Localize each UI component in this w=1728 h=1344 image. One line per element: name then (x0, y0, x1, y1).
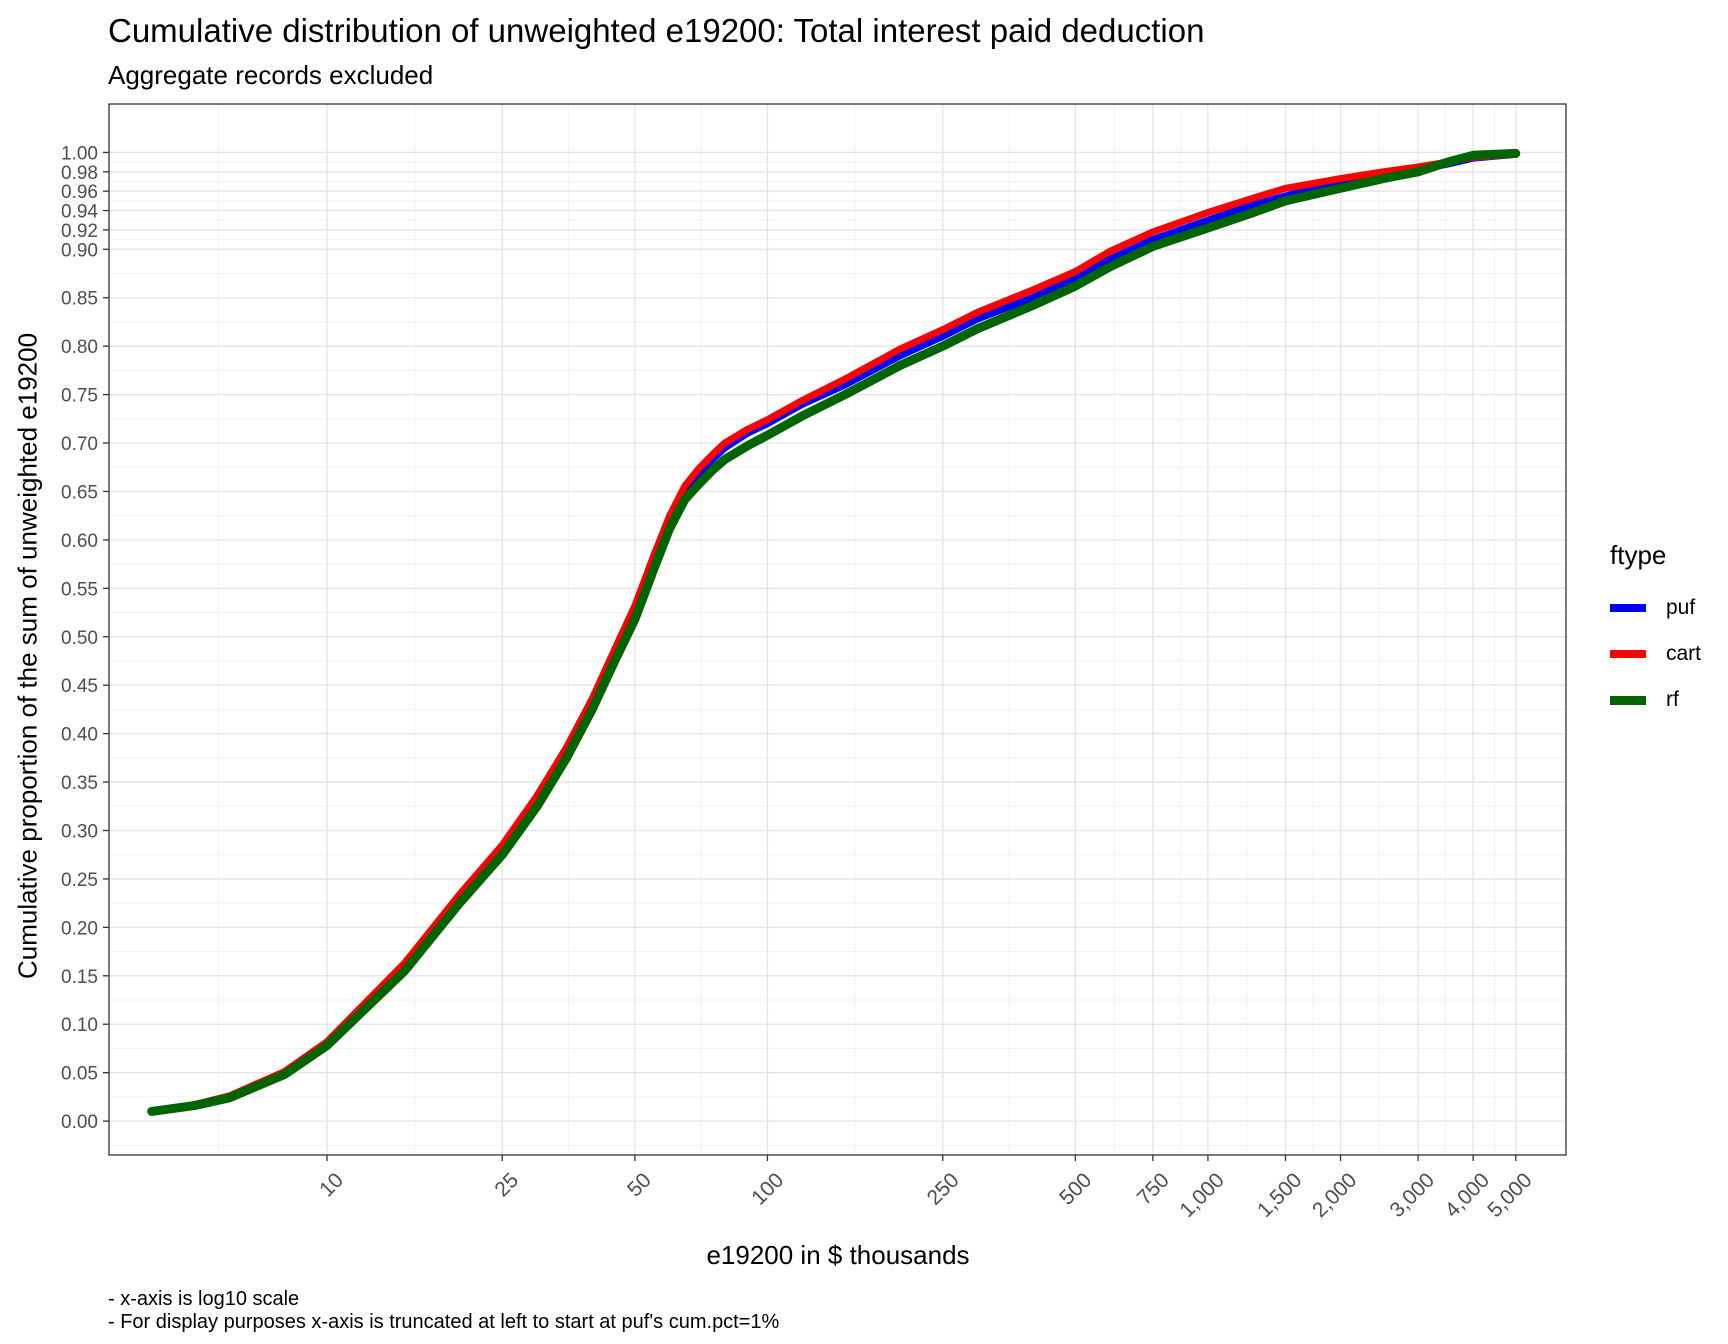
y-tick-label: 0.10 (61, 1015, 98, 1036)
y-tick-label: 0.45 (61, 676, 98, 697)
y-tick-label: 0.65 (61, 482, 98, 503)
x-tick-label: 1,000 (1175, 1169, 1228, 1222)
legend-label-rf: rf (1666, 688, 1679, 711)
y-tick-label: 0.96 (61, 182, 98, 203)
y-tick-label: 0.20 (61, 918, 98, 939)
y-tick-label: 0.80 (61, 337, 98, 358)
x-tick-label: 4,000 (1441, 1169, 1494, 1222)
y-tick-label: 0.25 (61, 870, 98, 891)
y-tick-label: 0.05 (61, 1064, 98, 1085)
series-line-cart (148, 150, 1520, 1115)
x-tick-label: 750 (1133, 1169, 1174, 1210)
x-tick-label: 1,500 (1253, 1169, 1306, 1222)
plot-border (108, 103, 1567, 1156)
series-line-rf (147, 148, 1521, 1116)
legend-item-puf: puf (1610, 585, 1701, 631)
legend-key-rf (1610, 695, 1646, 705)
y-tick-label: 0.94 (61, 202, 98, 223)
x-tick-label: 10 (315, 1169, 348, 1202)
y-tick-label: 0.35 (61, 773, 98, 794)
y-tick-label: 0.55 (61, 579, 98, 600)
plot-panel (109, 104, 1566, 1155)
y-tick-label: 0.00 (61, 1112, 98, 1133)
caption-line-2: - For display purposes x-axis is truncat… (108, 1311, 780, 1333)
chart-subtitle: Aggregate records excluded (108, 60, 434, 90)
x-tick-label: 5,000 (1483, 1169, 1536, 1222)
y-tick-label: 0.50 (61, 628, 98, 649)
legend-label-puf: puf (1666, 596, 1696, 619)
y-tick-label: 0.15 (61, 967, 98, 988)
legend-title: ftype (1610, 540, 1667, 570)
x-tick-label: 25 (490, 1169, 523, 1202)
x-tick-label: 500 (1055, 1169, 1096, 1210)
x-axis-label: e19200 in $ thousands (706, 1240, 970, 1270)
legend-item-rf: rf (1610, 677, 1701, 723)
y-tick-label: 0.40 (61, 725, 98, 746)
y-tick-label: 0.98 (61, 163, 98, 184)
y-tick-label: 0.30 (61, 821, 98, 842)
caption: - x-axis is log10 scale - For display pu… (108, 1288, 779, 1334)
legend-key-puf (1610, 604, 1646, 612)
caption-line-1: - x-axis is log10 scale (108, 1288, 300, 1310)
legend-key-cart (1610, 650, 1646, 658)
legend: ftype puf cart rf (1610, 540, 1701, 723)
y-tick-label: 0.90 (61, 240, 98, 261)
y-tick-label: 0.75 (61, 386, 98, 407)
y-tick-label: 0.85 (61, 289, 98, 310)
x-tick-label: 2,000 (1308, 1169, 1361, 1222)
x-tick-label: 50 (623, 1169, 656, 1202)
x-tick-label: 3,000 (1386, 1169, 1439, 1222)
y-tick-label: 0.92 (61, 221, 98, 242)
y-tick-label: 1.00 (61, 143, 98, 164)
legend-item-cart: cart (1610, 631, 1701, 677)
x-tick-label: 100 (747, 1169, 788, 1210)
legend-label-cart: cart (1666, 642, 1702, 665)
chart-title: Cumulative distribution of unweighted e1… (108, 12, 1205, 49)
y-tick-label: 0.70 (61, 434, 98, 455)
y-tick-label: 0.60 (61, 531, 98, 552)
x-tick-label: 250 (923, 1169, 964, 1210)
